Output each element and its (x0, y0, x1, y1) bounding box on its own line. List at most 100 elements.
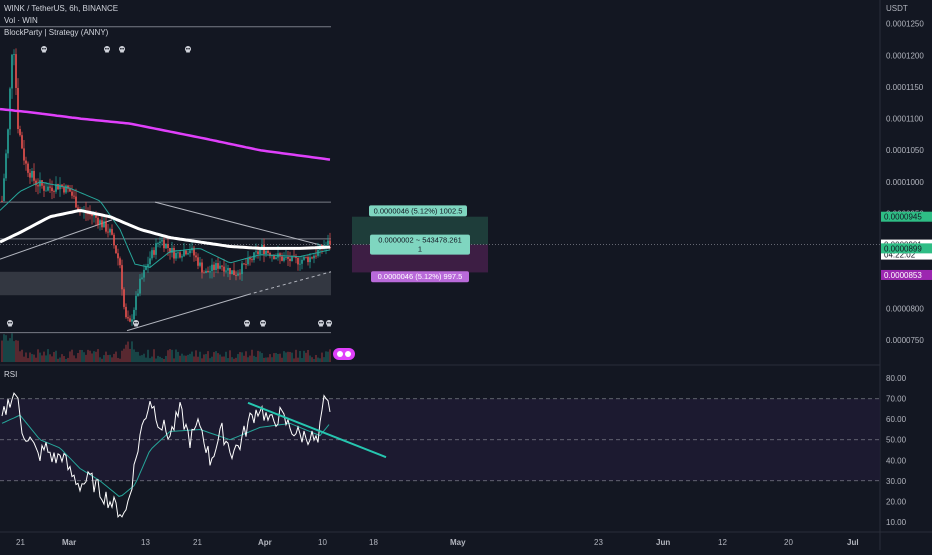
candle-body[interactable] (39, 180, 41, 187)
signal-skull-icon[interactable] (326, 320, 332, 327)
candle-body[interactable] (303, 256, 305, 260)
candle-body[interactable] (301, 259, 303, 264)
candle-body[interactable] (259, 249, 261, 255)
candle-body[interactable] (183, 250, 185, 257)
candle-body[interactable] (329, 240, 331, 245)
candle-body[interactable] (273, 255, 275, 260)
candle-body[interactable] (327, 240, 329, 246)
candle-body[interactable] (47, 186, 49, 191)
candle-body[interactable] (221, 265, 223, 267)
candle-body[interactable] (225, 270, 227, 272)
signal-skull-icon[interactable] (7, 320, 13, 327)
candle-body[interactable] (181, 256, 183, 258)
candle-body[interactable] (283, 257, 285, 261)
candle-body[interactable] (87, 213, 89, 215)
candle-body[interactable] (113, 234, 115, 246)
candle-body[interactable] (33, 170, 35, 181)
candle-body[interactable] (7, 129, 9, 154)
candle-body[interactable] (267, 250, 269, 253)
profit-label[interactable]: 0.0000046 (5.12%) 1002.5 (369, 205, 467, 217)
candle-body[interactable] (117, 253, 119, 259)
candle-body[interactable] (43, 185, 45, 191)
price-tags[interactable]: 0.00009450.000090104:22:020.00008990.000… (881, 211, 932, 280)
candle-body[interactable] (107, 231, 109, 233)
candle-body[interactable] (279, 253, 281, 257)
candle-body[interactable] (245, 264, 247, 265)
support-zone[interactable] (0, 271, 331, 296)
candle-body[interactable] (233, 270, 235, 276)
candle-body[interactable] (311, 257, 313, 259)
candle-body[interactable] (109, 229, 111, 233)
candle-body[interactable] (41, 180, 43, 186)
candle-body[interactable] (13, 54, 15, 55)
candle-body[interactable] (209, 271, 211, 273)
candle-body[interactable] (197, 257, 199, 266)
candle-body[interactable] (21, 135, 23, 149)
rsi-axis[interactable]: 80.00 70.00 60.00 50.00 40.00 30.00 20.00 10.00 (886, 374, 907, 527)
triangle-lower-extension[interactable] (247, 271, 332, 296)
candle-body[interactable] (17, 87, 19, 129)
candle-body[interactable] (315, 255, 317, 257)
signal-skull-icon[interactable] (119, 46, 125, 53)
candle-body[interactable] (285, 256, 287, 258)
candle-body[interactable] (203, 272, 205, 274)
candle-body[interactable] (137, 293, 139, 296)
candle-body[interactable] (69, 188, 71, 192)
rsi-trendline[interactable] (247, 401, 387, 459)
candle-body[interactable] (207, 270, 209, 273)
candle-body[interactable] (157, 243, 159, 244)
triangle-left-trendline[interactable] (0, 219, 113, 260)
candle-body[interactable] (205, 270, 207, 274)
candle-body[interactable] (165, 243, 167, 249)
loss-label[interactable]: 0.0000046 (5.12%) 997.5 (371, 271, 469, 283)
triangle-lower-trendline[interactable] (126, 294, 249, 332)
candle-body[interactable] (75, 196, 77, 208)
candle-body[interactable] (153, 250, 155, 255)
candle-body[interactable] (297, 257, 299, 265)
candle-body[interactable] (135, 295, 137, 310)
rsi-legend[interactable]: RSI (4, 369, 17, 380)
candle-body[interactable] (101, 220, 103, 228)
strategy-badge-icon[interactable] (333, 348, 355, 360)
signal-skull-icon[interactable] (41, 46, 47, 53)
candle-body[interactable] (141, 277, 143, 279)
candle-body[interactable] (93, 214, 95, 217)
candle-body[interactable] (155, 243, 157, 255)
candle-body[interactable] (249, 258, 251, 260)
candle-body[interactable] (25, 160, 27, 164)
candle-body[interactable] (127, 317, 129, 319)
candle-body[interactable] (143, 269, 145, 278)
candle-body[interactable] (57, 184, 59, 190)
candle-body[interactable] (201, 262, 203, 273)
candle-body[interactable] (187, 253, 189, 255)
rsi-line[interactable] (1, 392, 331, 519)
candle-body[interactable] (123, 289, 125, 307)
candle-body[interactable] (289, 258, 291, 262)
candle-body[interactable] (281, 256, 283, 261)
candle-body[interactable] (167, 243, 169, 248)
candle-body[interactable] (231, 270, 233, 275)
position-labels[interactable]: 0.0000046 (5.12%) 1002.5 0.0000002 ~ 5434… (369, 205, 470, 283)
candle-body[interactable] (145, 266, 147, 270)
candle-body[interactable] (291, 255, 293, 262)
candle-body[interactable] (211, 264, 213, 272)
candle-body[interactable] (139, 278, 141, 294)
candle-body[interactable] (265, 250, 267, 255)
candle-body[interactable] (15, 54, 17, 88)
candle-body[interactable] (173, 247, 175, 259)
candle-body[interactable] (3, 178, 5, 201)
candle-body[interactable] (111, 229, 113, 235)
candle-body[interactable] (299, 263, 301, 265)
candle-body[interactable] (189, 250, 191, 254)
candle-body[interactable] (149, 258, 151, 265)
candle-body[interactable] (247, 258, 249, 265)
candle-body[interactable] (223, 266, 225, 272)
signal-skull-icon[interactable] (318, 320, 324, 327)
candle-body[interactable] (95, 214, 97, 218)
candle-body[interactable] (275, 257, 277, 260)
candle-body[interactable] (287, 256, 289, 259)
candle-body[interactable] (77, 207, 79, 211)
candle-body[interactable] (5, 153, 7, 179)
